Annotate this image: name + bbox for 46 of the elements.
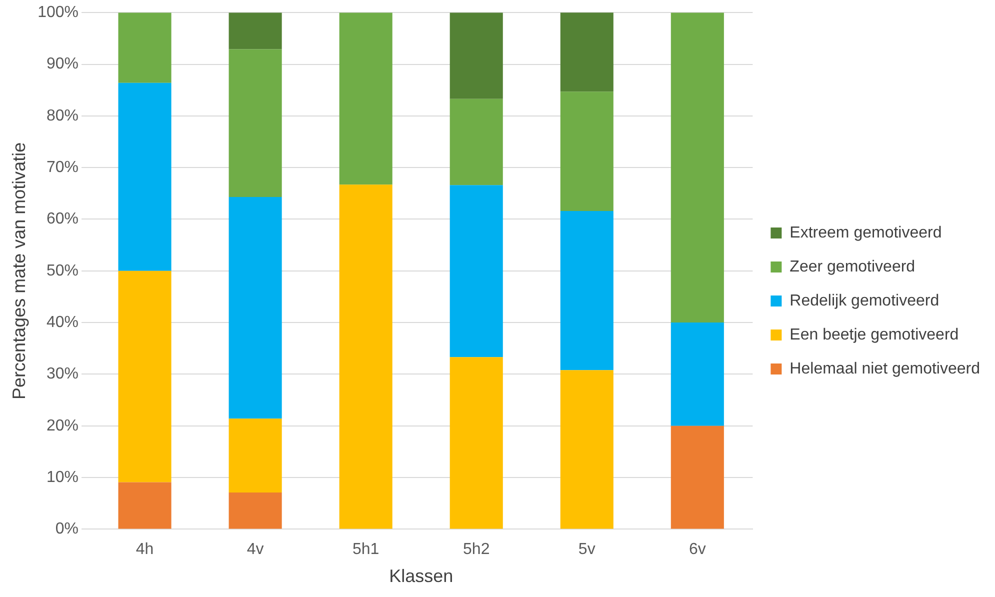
x-tick-label: 4v: [246, 541, 264, 558]
x-tick-label: 5h1: [352, 541, 380, 558]
bar: [118, 12, 172, 83]
y-tick-label: 80%: [46, 107, 79, 124]
x-tick-label: 6v: [688, 541, 706, 558]
bar: [450, 98, 503, 186]
bar: [450, 357, 503, 529]
bar: [228, 12, 282, 50]
bar: [560, 210, 614, 370]
legend-label: Een beetje gemotiveerd: [790, 326, 959, 344]
y-tick-label: 10%: [46, 468, 79, 486]
bar: [670, 322, 724, 426]
legend-label: Helemaal niet gemotiveerd: [790, 360, 980, 378]
legend-label: Redelijk gemotiveerd: [790, 292, 940, 310]
y-tick-label: 30%: [46, 366, 79, 383]
y-tick-label: 100%: [38, 4, 79, 22]
legend-label: Zeer gemotiveerd: [790, 258, 916, 276]
bar: [339, 12, 392, 185]
bar: [670, 12, 724, 323]
x-tick-label: 5h2: [463, 541, 490, 558]
y-tick-label: 60%: [46, 210, 79, 228]
bar: [450, 12, 503, 99]
x-tick-label: 4h: [136, 541, 154, 558]
bar: [228, 49, 282, 198]
x-axis-title: Klassen: [389, 566, 454, 586]
y-axis-title: Percentages mate van motivatie: [8, 142, 29, 400]
y-tick-label: 70%: [46, 158, 79, 176]
bar: [118, 82, 172, 271]
y-tick-label: 40%: [46, 314, 79, 331]
bar: [670, 426, 724, 529]
y-tick-label: 20%: [46, 417, 79, 434]
bar: [228, 492, 282, 529]
bar: [560, 92, 614, 211]
bar: [228, 418, 282, 493]
y-tick-label: 0%: [55, 520, 79, 538]
bar: [228, 197, 282, 419]
bar: [339, 184, 392, 529]
y-tick-label: 50%: [46, 262, 79, 280]
bar: [560, 12, 614, 92]
bar: [118, 482, 172, 529]
legend-label: Extreem gemotiveerd: [790, 224, 942, 242]
bar: [560, 370, 614, 529]
x-tick-label: 5v: [578, 541, 596, 558]
y-tick-label: 90%: [46, 56, 79, 73]
bar: [118, 270, 172, 482]
bar: [450, 185, 503, 358]
